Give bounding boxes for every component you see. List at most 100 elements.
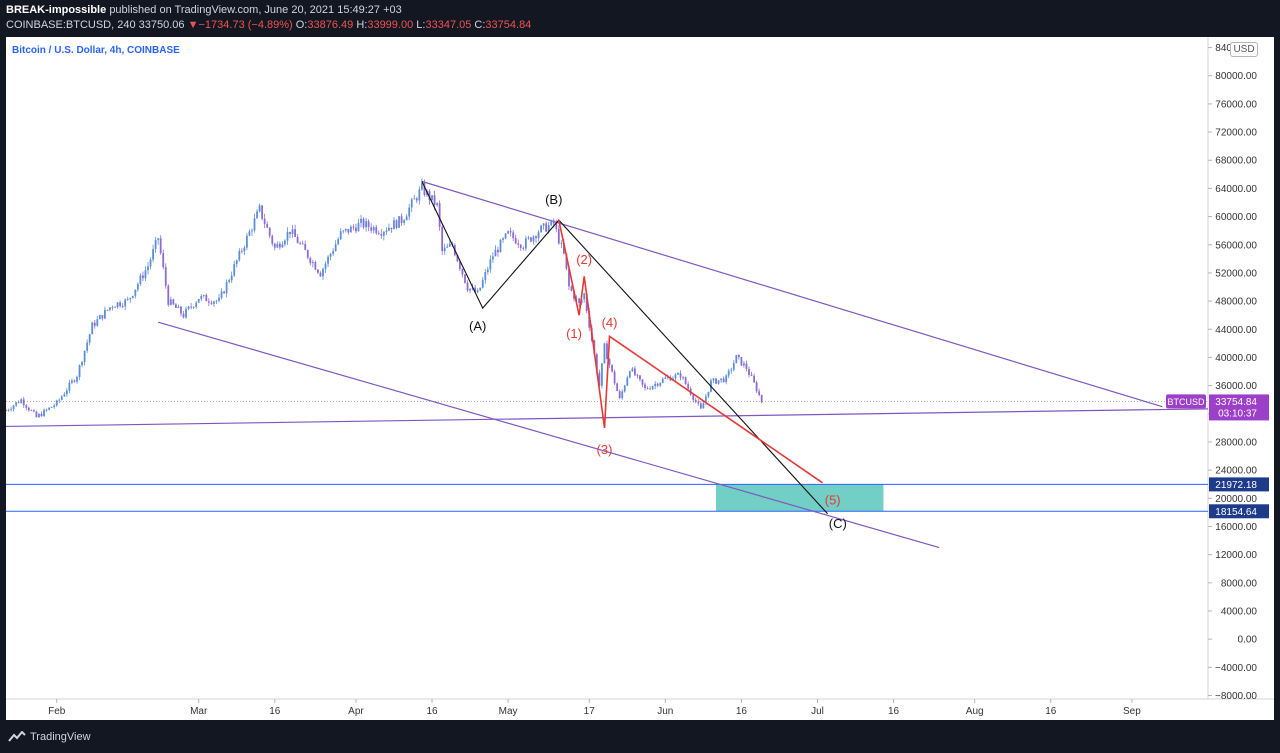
wave-line-impulse-12345[interactable] [558,219,823,484]
candle-body [73,380,76,382]
wave-label[interactable]: (B) [545,192,562,207]
wave-label[interactable]: (C) [829,516,847,531]
candle-body [448,243,451,247]
candle-body [464,274,466,283]
trendline-channel-lower[interactable] [157,321,940,549]
y-tick-label: 76000.00 [1215,99,1257,110]
level-price-tag [1209,504,1269,519]
candle-body [730,369,733,371]
candle-body [365,221,367,228]
candle-body [40,414,43,417]
candle-body [370,227,373,231]
candle-body [367,221,370,228]
candle-body [545,223,548,232]
candle-body [753,375,755,383]
candle-body [76,376,78,382]
wave-label[interactable]: (3) [597,442,613,457]
footer-brand[interactable]: TradingView [30,731,91,743]
candle-body [651,386,654,390]
candle-body [732,363,735,370]
x-tick-label: Apr [348,706,364,717]
wave-label[interactable]: (4) [602,315,618,330]
candle-body [284,240,286,245]
y-tick-label: 68000.00 [1215,156,1257,167]
candle-body [273,243,276,248]
candle-body [48,407,51,410]
wave-label[interactable]: (5) [825,493,841,508]
candle-body [207,301,210,303]
candle-body [243,247,246,252]
y-tick-label: 60000.00 [1215,212,1257,223]
candle-body [661,378,664,383]
candle-body [22,399,25,406]
candle-body [489,259,492,270]
candle-body [200,295,203,300]
y-tick-label: 0.00 [1238,635,1258,646]
y-tick-label: 44000.00 [1215,325,1257,336]
candle-body [129,297,132,300]
price-chart[interactable]: −8000.00 −4000.00 0.00 4000.00 8000.00 12000.… [6,37,1274,720]
candle-body [81,362,83,366]
candle-body [192,306,195,308]
candle-body [418,189,421,201]
candle-body [342,230,345,232]
candle-body [633,368,636,376]
candle-body [628,371,631,378]
chart-area[interactable]: −8000.00 −4000.00 0.00 4000.00 8000.00 12000.… [6,37,1274,720]
x-tick-label: Jul [811,706,824,717]
candle-body [10,409,12,410]
candle-body [71,380,73,383]
candle-body [385,230,388,232]
wave-label[interactable]: (2) [576,252,592,267]
x-tick-label: 17 [584,706,596,717]
candle-body [699,403,702,409]
candle-body [142,275,144,279]
y-tick-label: 40000.00 [1215,353,1257,364]
candle-body [550,220,553,226]
x-tick-label: Mar [190,706,208,717]
candle-body [433,195,436,206]
candle-body [608,359,611,365]
level-price-label: 18154.64 [1215,507,1257,518]
wave-label[interactable]: (1) [566,326,582,341]
candle-body [314,262,317,270]
currency-badge[interactable]: USD [1230,42,1258,57]
candle-body [136,284,139,290]
candle-body [329,253,332,257]
candle-body [311,262,314,264]
candle-body [537,232,540,239]
publish-date: published on TradingView.com, June 20, 2… [109,4,402,16]
candle-body [727,370,730,376]
candle-body [740,357,743,366]
candle-body [707,391,710,397]
candle-body [205,295,208,302]
footer: TradingView [0,722,1280,753]
y-tick-label: 36000.00 [1215,381,1257,392]
candle-body [162,253,165,268]
wave-label[interactable]: (A) [469,319,486,334]
candle-body [585,293,588,312]
candle-body [631,368,634,372]
trendline-channel-upper[interactable] [421,180,1163,408]
candles[interactable] [6,178,763,418]
candle-body [552,220,555,224]
candle-body [461,268,464,275]
wave-line-corrective-abc[interactable] [421,181,829,515]
candle-body [441,226,444,252]
author-name[interactable]: BREAK-impossible [6,4,107,16]
y-tick-label: 80000.00 [1215,71,1257,82]
candle-body [491,256,494,260]
candle-body [119,302,122,307]
bar-countdown-label: 03:10:37 [1218,408,1257,419]
candle-body [144,270,147,279]
candle-body [276,243,279,248]
candle-body [415,198,418,201]
candle-body [344,228,347,231]
candle-body [400,216,403,223]
candle-body [223,291,225,294]
trendline-support[interactable] [6,408,1209,428]
open-label: O: [295,19,308,31]
chart-title: Bitcoin / U.S. Dollar, 4h, COINBASE [12,45,180,56]
candle-body [570,286,573,291]
candle-body [664,377,667,379]
